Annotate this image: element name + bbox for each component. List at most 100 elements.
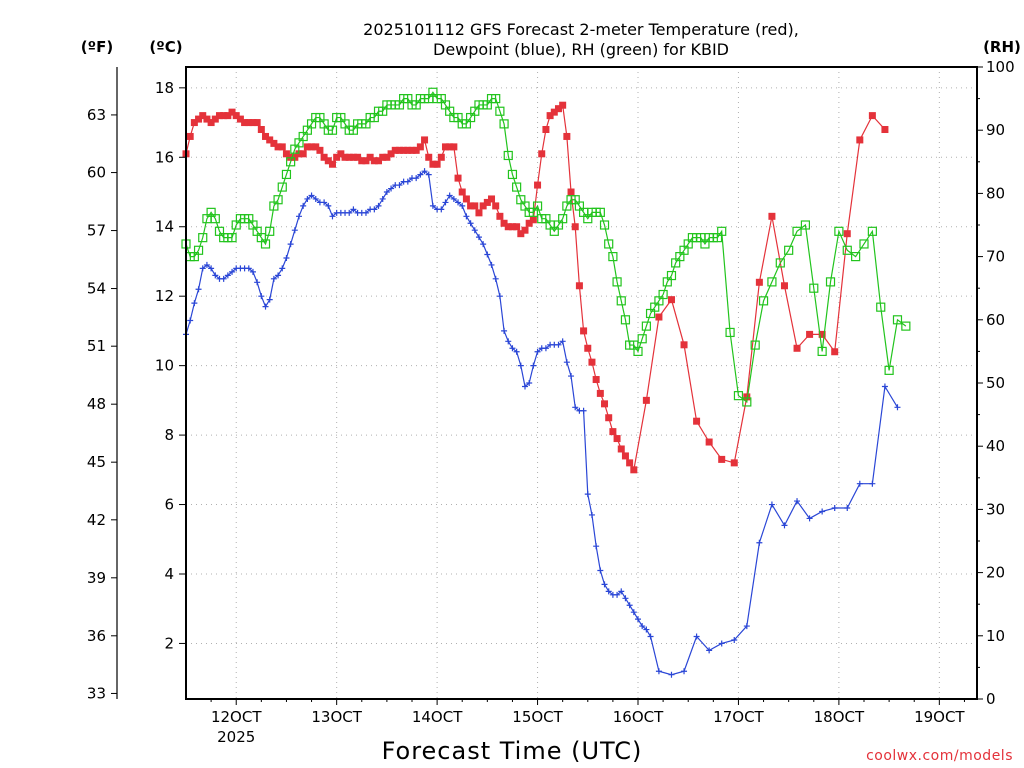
dewpoint-point [258,293,265,300]
temperature-point [446,143,454,151]
temperature-point [571,223,579,231]
rh-point [507,169,518,180]
dewpoint-point [572,404,579,411]
x-tick-label: 18OCT [814,708,865,726]
dewpoint-point [501,327,508,334]
dewpoint-point [505,338,512,345]
temperature-point [429,160,437,168]
dewpoint-point [643,626,650,633]
dewpoint-point [375,202,382,209]
temperature-point [224,112,232,120]
rh-point [892,315,903,325]
temperature-point [768,212,776,220]
rh-point [867,226,877,236]
dewpoint-point [463,213,470,220]
temperature-point [467,202,475,210]
rh-point [758,296,769,306]
dewpoint-point [346,209,353,216]
dewpoint-point [229,268,236,275]
dewpoint-point [614,591,621,598]
rh-point [558,214,568,224]
dewpoint-point [304,195,311,202]
dewpoint-point [379,195,386,202]
temperature-point [190,119,198,127]
dewpoint-point [429,202,436,209]
rh-point [792,226,802,236]
rh-tick-label: 90 [986,121,1005,139]
dewpoint-point [404,178,411,185]
temperature-point [534,181,542,189]
temperature-point [881,126,889,134]
dewpoint-point [706,647,713,654]
x-tick-label: 17OCT [713,708,764,726]
temperature-point [617,445,625,453]
temperature-point [563,132,571,140]
rh-point [717,226,727,236]
dewpoint-point [635,616,641,623]
dewpoint-point [467,220,474,227]
temperature-point [806,330,814,338]
rh-point [633,346,643,356]
dewpoint-point [480,241,487,248]
temperature-point [278,143,286,151]
x-tick-label: 12OCT [211,708,262,726]
dewpoint-point [731,636,738,643]
fahrenheit-tick-label: 45 [87,453,106,471]
rh-tick-label: 60 [986,311,1005,329]
temperature-point [211,115,219,123]
temperature-point [425,153,433,161]
dewpoint-point [647,633,654,640]
temperature-point [266,136,274,144]
dewpoint-point [425,171,432,178]
dewpoint-point [220,275,227,282]
dewpoint-point [224,272,231,279]
temperature-point [462,195,470,203]
temperature-point [584,344,592,352]
rh-point [666,270,677,281]
rh-point [641,321,651,331]
temperature-point [349,153,357,161]
dewpoint-point [844,505,851,512]
dewpoint-point [275,272,282,279]
temperature-point [567,188,575,196]
rh-point [658,289,668,300]
dewpoint-point [383,189,390,196]
dewpoint-point [605,588,612,595]
temperature-point [316,146,324,154]
temperature-point [412,146,420,154]
dewpoint-point [639,623,646,630]
temperature-point [580,327,588,335]
rh-point [327,125,338,135]
temperature-point [207,119,215,127]
dewpoint-point [559,338,566,345]
celsius-tick-label: 14 [155,218,174,236]
temperature-point [308,143,316,151]
temperature-point [274,143,282,151]
dewpoint-point [597,567,604,574]
rh-tick-label: 30 [986,500,1005,518]
temperature-point [642,396,650,404]
temperature-point [450,143,458,151]
dewpoint-point [442,199,449,206]
temperature-point [236,115,244,123]
rh-point [851,252,861,262]
fahrenheit-unit-label: (ºF) [81,38,113,56]
temperature-point [743,393,751,401]
dewpoint-point [584,491,591,498]
temperature-point [324,157,332,165]
temperature-point [199,112,207,120]
temperature-point [320,153,328,161]
dewpoint-point [199,265,206,272]
temperature-point [228,108,236,116]
dewpoint-point [831,505,838,512]
plot-frame [185,66,978,700]
temperature-point [588,358,596,366]
temperature-point [299,150,307,158]
temperature-point [441,143,449,151]
x-tick-label: 15OCT [512,708,563,726]
rh-point [265,226,275,236]
x-tick-label: 14OCT [412,708,463,726]
dewpoint-point [287,241,294,248]
gridlines [186,67,977,699]
temperature-point [550,108,558,116]
